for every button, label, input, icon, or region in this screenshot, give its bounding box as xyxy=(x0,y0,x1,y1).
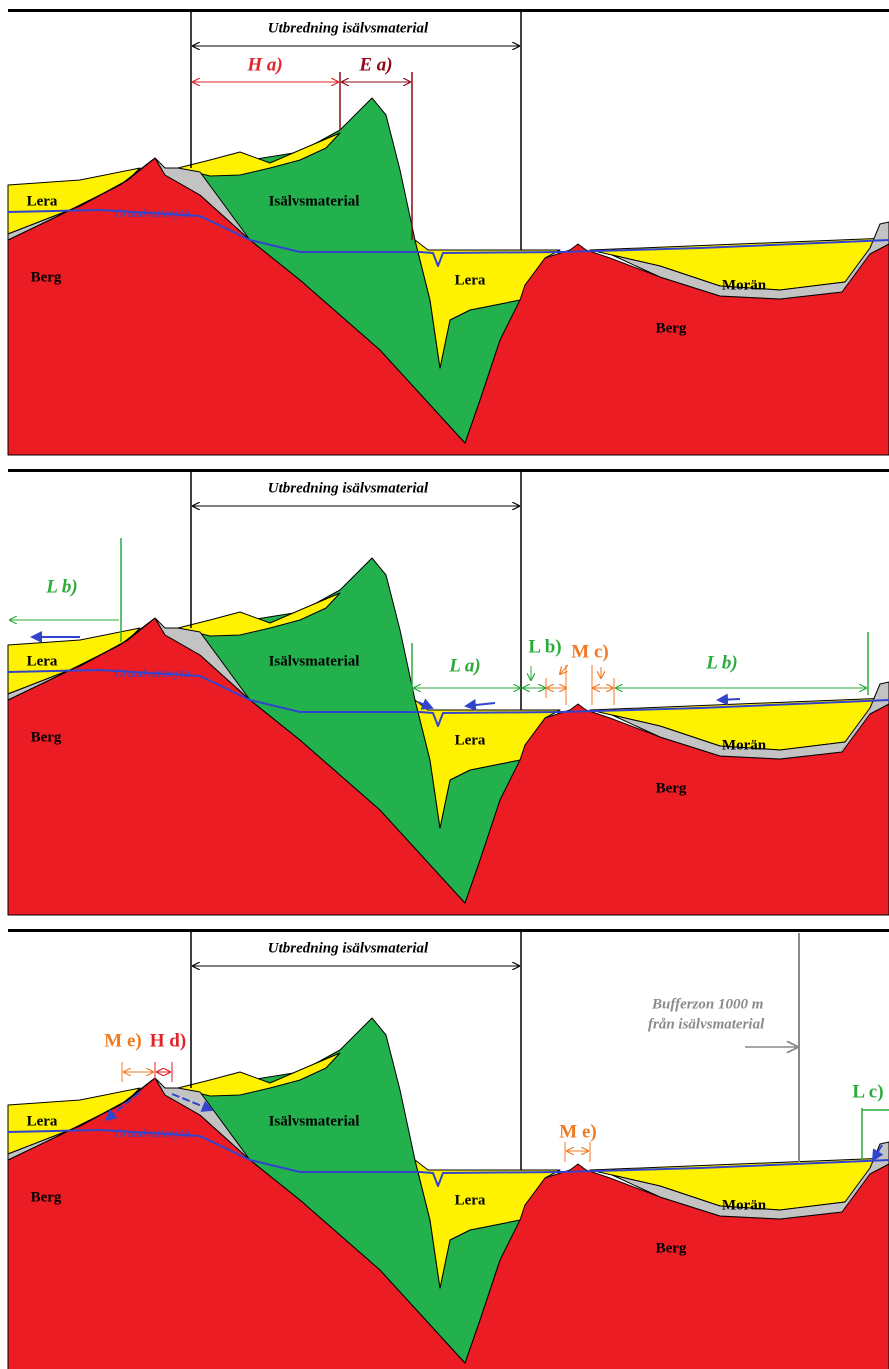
frame-line xyxy=(8,929,889,932)
zone-label: L b) xyxy=(528,636,561,657)
layer-label: Lera xyxy=(27,653,58,669)
extent-label: Utbredning isälvsmaterial xyxy=(268,940,429,956)
zone-label: M e) xyxy=(104,1030,141,1051)
layer-label: Morän xyxy=(722,1197,767,1213)
layer-label: Berg xyxy=(31,269,62,285)
layer-label: Grundvattenyta xyxy=(114,1126,189,1140)
layer-label: Lera xyxy=(455,1192,486,1208)
layer-label: Morän xyxy=(722,737,767,753)
zone-label: L a) xyxy=(448,655,480,676)
layer-label: Lera xyxy=(27,1113,58,1129)
panel-1: Berg Morän Lera Berg Isälvsmaterial Grundvatt… xyxy=(8,9,889,455)
layer-label: Isälvsmaterial xyxy=(269,653,360,669)
cross-section xyxy=(8,12,889,455)
layer-label: Grundvattenyta xyxy=(114,206,189,220)
zone-label: E a) xyxy=(358,54,392,75)
zone-label: L c) xyxy=(852,1081,883,1102)
layer-label: Morän xyxy=(722,277,767,293)
layer-label: Isälvsmaterial xyxy=(269,193,360,209)
frame-line xyxy=(8,469,889,472)
panel-2: Berg Morän Lera Berg Isälvsmaterial Grundvatt… xyxy=(8,469,889,915)
layer-label: Berg xyxy=(656,320,687,336)
layer-label: Lera xyxy=(455,272,486,288)
zone-label: H a) xyxy=(246,54,282,75)
zone-label: M e) xyxy=(559,1121,596,1142)
layer-label: Berg xyxy=(656,780,687,796)
zone-label: M c) xyxy=(571,641,608,662)
cross-section xyxy=(8,472,889,915)
layer-label: Berg xyxy=(656,1240,687,1256)
zone-label: H d) xyxy=(150,1030,186,1051)
layer-label: Grundvattenyta xyxy=(114,666,189,680)
extent-label: Utbredning isälvsmaterial xyxy=(268,480,429,496)
panel-3: Berg Morän Lera Berg Isälvsmaterial Grundvatt… xyxy=(8,929,889,1369)
layer-label: Lera xyxy=(27,193,58,209)
diagram: Berg Morän Lera Berg Isälvsmaterial Grundvatt… xyxy=(0,0,889,1369)
zone-label: L b) xyxy=(705,652,737,673)
layer-label: Isälvsmaterial xyxy=(269,1113,360,1129)
frame-line xyxy=(8,9,889,12)
flow-arrow xyxy=(718,699,740,700)
layer-label: Berg xyxy=(31,729,62,745)
layer-label: Lera xyxy=(455,732,486,748)
extent-label: Utbredning isälvsmaterial xyxy=(268,20,429,36)
layer-label: Berg xyxy=(31,1189,62,1205)
buffer-label: Bufferzon 1000 m xyxy=(651,996,763,1012)
zone-label: L b) xyxy=(45,576,77,597)
buffer-label: från isälvsmaterial xyxy=(648,1016,765,1032)
